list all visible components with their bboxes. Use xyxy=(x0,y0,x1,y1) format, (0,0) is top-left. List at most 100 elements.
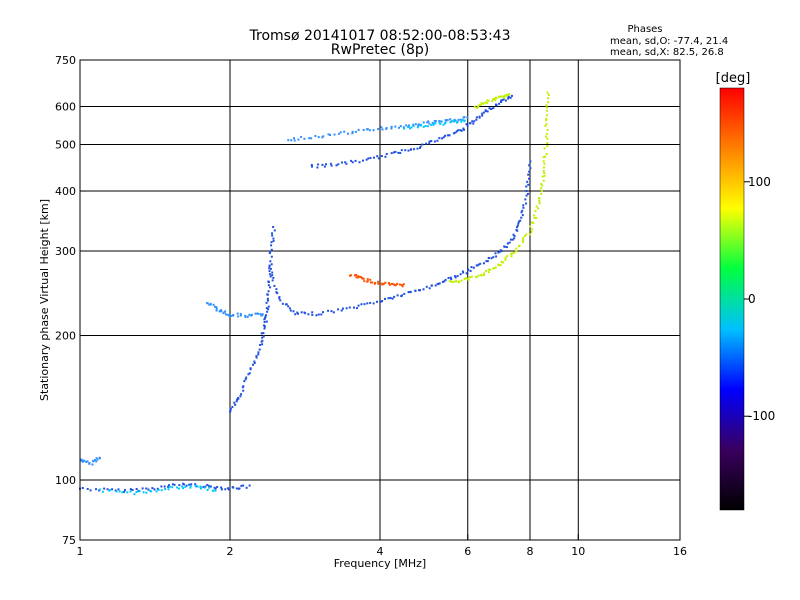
data-point xyxy=(89,489,92,492)
data-point xyxy=(258,348,261,351)
data-point xyxy=(270,244,273,247)
data-point xyxy=(529,160,532,163)
data-point xyxy=(236,398,239,401)
data-point xyxy=(484,269,487,272)
chart-title: Tromsø 20141017 08:52:00-08:53:43 xyxy=(249,28,511,44)
data-point xyxy=(525,185,528,188)
data-point xyxy=(343,130,346,133)
data-point xyxy=(418,289,421,292)
data-point xyxy=(230,314,233,317)
data-point xyxy=(263,325,266,328)
data-point xyxy=(542,156,545,159)
data-point xyxy=(129,490,132,493)
data-point xyxy=(371,281,374,284)
data-point xyxy=(268,252,271,255)
colorbar xyxy=(719,87,745,511)
data-point xyxy=(214,487,217,490)
data-point xyxy=(260,332,263,335)
data-point xyxy=(362,277,365,280)
data-point xyxy=(374,282,377,285)
data-point xyxy=(80,458,83,461)
data-point xyxy=(410,148,413,151)
data-point xyxy=(444,121,447,124)
data-point xyxy=(516,224,519,227)
data-point xyxy=(459,129,462,132)
data-points xyxy=(78,91,550,496)
data-point xyxy=(506,242,509,245)
data-point xyxy=(512,233,515,236)
data-point xyxy=(265,301,268,304)
y-axis-label: Stationary phase Virtual Height [km] xyxy=(38,199,51,401)
data-point xyxy=(523,235,526,238)
data-point xyxy=(224,310,227,313)
data-point xyxy=(526,180,529,183)
data-point xyxy=(438,137,441,140)
data-point xyxy=(160,485,163,488)
data-point xyxy=(462,271,465,274)
data-point xyxy=(232,313,235,316)
data-point xyxy=(164,488,167,491)
data-point xyxy=(528,177,531,180)
data-point xyxy=(385,127,388,130)
data-point xyxy=(529,167,532,170)
data-point xyxy=(541,175,544,178)
data-point xyxy=(372,302,375,305)
data-point xyxy=(528,170,531,173)
data-point xyxy=(310,137,313,140)
data-point xyxy=(235,487,238,490)
data-point xyxy=(547,97,550,100)
data-point xyxy=(422,288,425,291)
data-point xyxy=(237,315,240,318)
data-point xyxy=(265,320,268,323)
data-point xyxy=(335,164,338,167)
data-point xyxy=(488,107,491,110)
data-point xyxy=(497,264,500,267)
x-tick-label: 2 xyxy=(227,545,234,558)
data-point xyxy=(92,460,95,463)
data-point xyxy=(358,275,361,278)
data-point xyxy=(292,310,295,313)
data-point xyxy=(222,312,225,315)
data-point xyxy=(412,123,415,126)
data-point xyxy=(469,276,472,279)
data-point xyxy=(264,314,267,317)
data-point xyxy=(543,172,546,175)
data-point xyxy=(203,486,206,489)
data-point xyxy=(388,283,391,286)
data-point xyxy=(332,311,335,314)
phase-box-title: Phases xyxy=(627,24,662,35)
data-point xyxy=(504,256,507,259)
data-point xyxy=(250,314,253,317)
data-point xyxy=(381,283,384,286)
data-point xyxy=(456,120,459,123)
data-point xyxy=(494,266,497,269)
data-point xyxy=(460,129,463,132)
data-point xyxy=(462,128,465,131)
data-point xyxy=(505,246,508,249)
data-point xyxy=(340,309,343,312)
phase-box-line-x: mean, sd,X: 82.5, 26.8 xyxy=(610,47,724,58)
data-point xyxy=(317,313,320,316)
data-point xyxy=(540,192,543,195)
data-point xyxy=(467,278,470,281)
data-point xyxy=(359,276,362,279)
data-point xyxy=(269,275,272,278)
data-point xyxy=(220,486,223,489)
data-point xyxy=(242,389,245,392)
colorbar-tick-label: 0 xyxy=(748,292,756,306)
data-point xyxy=(540,189,543,192)
data-point xyxy=(263,327,266,330)
data-point xyxy=(196,485,199,488)
data-point xyxy=(271,271,274,274)
data-point xyxy=(311,311,314,314)
data-point xyxy=(407,125,410,128)
data-point xyxy=(478,115,481,118)
data-point xyxy=(369,157,372,160)
data-point xyxy=(248,484,251,487)
data-point xyxy=(249,367,252,370)
data-point xyxy=(544,155,547,158)
data-point xyxy=(204,485,207,488)
data-point xyxy=(436,139,439,142)
data-point xyxy=(546,109,549,112)
data-point xyxy=(269,286,272,289)
